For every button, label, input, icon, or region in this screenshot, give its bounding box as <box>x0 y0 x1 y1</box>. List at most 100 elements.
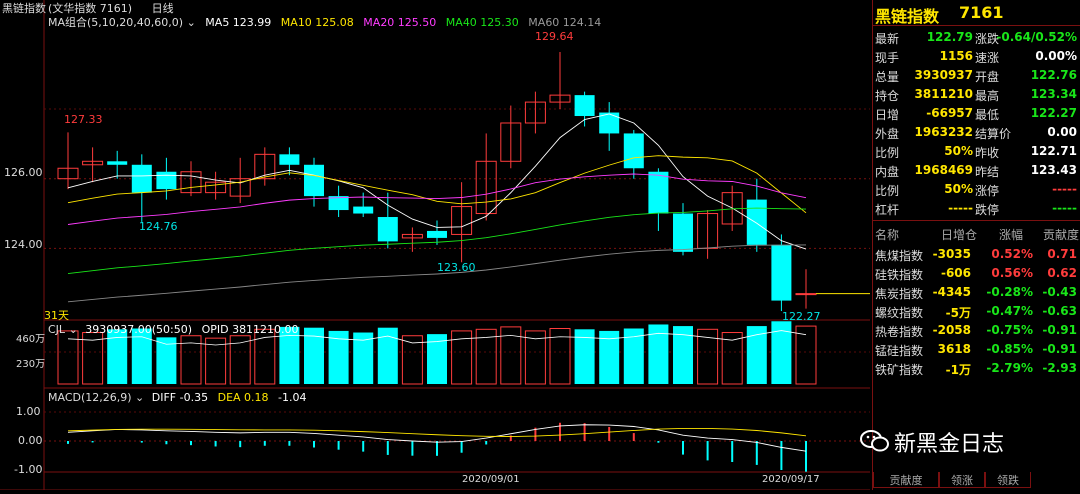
quote-label2: 开盘 <box>975 70 1000 84</box>
ma5-label: MA5 123.99 <box>205 16 272 29</box>
index-oi-change: -4345 <box>932 285 971 299</box>
axis-label-124: 124.00 <box>4 238 43 251</box>
quote-label2: 跌停 <box>975 203 1000 217</box>
candle-body <box>401 233 423 239</box>
watermark: 新黑金日志 <box>860 424 1080 460</box>
candle-body <box>279 154 300 165</box>
quote-row: 现手 1156 速涨 0.00% <box>873 47 1080 66</box>
quote-row: 持仓 3811210 最高 123.34 <box>873 85 1080 104</box>
candle-body <box>475 160 497 215</box>
index-oi-change: -3035 <box>932 247 971 261</box>
ma40-label: MA40 125.30 <box>445 16 519 29</box>
index-name: 焦煤指数 <box>875 249 924 263</box>
volume-bar <box>673 326 693 384</box>
quote-label: 日增 <box>875 108 900 122</box>
volume-bar <box>451 330 473 385</box>
quote-row: 杠杆 ----- 跌停 ----- <box>873 199 1080 218</box>
volume-legend: CJL ⌄ 3930937.00(50:50) OPID 3811210.00 <box>48 323 299 336</box>
wechat-icon <box>860 430 889 452</box>
index-name: 焦炭指数 <box>875 287 924 301</box>
quote-label: 最新 <box>875 32 900 46</box>
quote-value: 1156 <box>939 49 973 63</box>
index-name: 锰硅指数 <box>875 344 924 358</box>
volume-bar <box>82 332 104 385</box>
candle-body <box>599 112 620 134</box>
index-oi-change: -1万 <box>945 363 971 377</box>
index-contribution: -0.43 <box>1042 285 1077 299</box>
quote-label2: 涨跌 <box>975 32 1000 46</box>
quote-value: 50% <box>944 144 973 158</box>
index-contribution: -0.91 <box>1042 342 1077 356</box>
candle-body <box>82 160 104 166</box>
index-oi-change: -2058 <box>932 323 971 337</box>
index-row[interactable]: 螺纹指数 -5万 -0.47% -0.63 <box>873 302 1080 321</box>
index-contribution: -2.93 <box>1042 361 1077 375</box>
candle-body <box>549 94 571 103</box>
watermark-text: 新黑金日志 <box>894 432 1005 457</box>
ma20-line <box>67 173 807 225</box>
date-label-2: 2020/09/17 <box>762 474 820 485</box>
volume-bar <box>353 332 374 384</box>
quote-value: -66957 <box>926 106 973 120</box>
candle-body <box>156 171 177 190</box>
macd-axis-1: 1.00 <box>16 405 41 418</box>
quote-row: 总量 3930937 开盘 122.76 <box>873 66 1080 85</box>
volume-bar <box>229 335 251 385</box>
quote-value: 3930937 <box>914 68 973 82</box>
candle-body <box>353 206 374 214</box>
ma40-line <box>67 207 807 274</box>
macd-dea-line <box>67 427 807 437</box>
axis-label-126: 126.00 <box>4 166 43 179</box>
kline-chart[interactable]: 黑链指数 (文华指数 7161) 日线 MA组合(5,10,20,40,60,0)… <box>0 0 870 491</box>
volume-bar <box>697 328 719 385</box>
quote-row: 日增 -66957 最低 122.27 <box>873 104 1080 123</box>
volume-bar <box>648 324 669 384</box>
volume-bar <box>107 329 128 384</box>
vol-axis-1: 460万 <box>16 334 46 345</box>
tab-contribution[interactable]: 贡献度 <box>873 472 939 488</box>
annotation-low1: 124.76 <box>139 220 178 233</box>
index-row[interactable]: 热卷指数 -2058 -0.75% -0.91 <box>873 321 1080 340</box>
index-contribution: -0.63 <box>1042 304 1077 318</box>
index-row[interactable]: 铁矿指数 -1万 -2.79% -2.93 <box>873 359 1080 378</box>
annotation-high1: 127.33 <box>64 113 103 126</box>
candle-body <box>205 181 227 194</box>
quote-value2: ----- <box>1052 182 1077 196</box>
quote-row: 最新 122.79 涨跌 -0.64/0.52% <box>873 28 1080 47</box>
index-change: 0.56% <box>991 266 1033 280</box>
quote-value: 3811210 <box>914 87 973 101</box>
quote-value2: 0.00% <box>1035 49 1077 63</box>
index-contribution: -0.91 <box>1042 323 1077 337</box>
index-row[interactable]: 锰硅指数 3618 -0.85% -0.91 <box>873 340 1080 359</box>
volume-bar <box>771 321 792 384</box>
index-oi-change: -606 <box>940 266 971 280</box>
candle-body <box>746 199 767 245</box>
annotation-last-low: 122.27 <box>782 310 821 323</box>
candle-body <box>254 153 276 180</box>
chart-canvas[interactable] <box>0 0 870 491</box>
candle-body <box>304 164 324 197</box>
quote-label: 持仓 <box>875 89 900 103</box>
volume-bar <box>156 337 177 384</box>
quote-label2: 昨收 <box>975 146 1000 160</box>
volume-bar <box>574 329 595 384</box>
tab-leading-down[interactable]: 领跌 <box>985 472 1031 488</box>
quote-value: ----- <box>948 201 973 215</box>
index-row[interactable]: 硅铁指数 -606 0.56% 0.62 <box>873 264 1080 283</box>
tab-leading-up[interactable]: 领涨 <box>939 472 985 488</box>
quote-value2: 122.71 <box>1030 144 1077 158</box>
quote-label2: 涨停 <box>975 184 1000 198</box>
instrument-name: 黑链指数 <box>875 7 940 26</box>
volume-bar <box>205 337 227 385</box>
index-contribution: 0.62 <box>1047 266 1077 280</box>
chevron-down-icon: ⌄ <box>68 323 78 336</box>
quote-panel: 黑链指数 7161 最新 122.79 涨跌 -0.64/0.52% 现手 1156 速涨 0… <box>872 0 1080 490</box>
index-change: -0.28% <box>986 285 1033 299</box>
quote-header: 黑链指数 7161 <box>873 0 1080 26</box>
index-name: 热卷指数 <box>875 325 924 339</box>
index-row[interactable]: 焦炭指数 -4345 -0.28% -0.43 <box>873 283 1080 302</box>
ma20-label: MA20 125.50 <box>363 16 437 29</box>
quote-label: 比例 <box>875 146 900 160</box>
ma-legend: MA组合(5,10,20,40,60,0) ⌄ MA5 123.99 MA10 … <box>48 14 601 30</box>
index-row[interactable]: 焦煤指数 -3035 0.52% 0.71 <box>873 245 1080 264</box>
